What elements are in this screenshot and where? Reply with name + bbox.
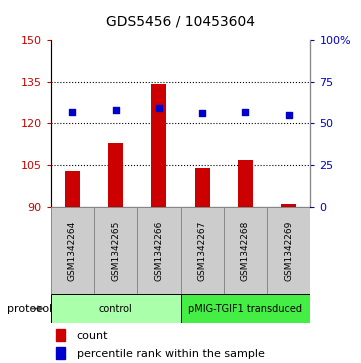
Point (199, 110, 205, 116)
Bar (238, 160, 253, 207)
Text: protocol: protocol (7, 303, 52, 314)
Bar (281, 204, 296, 207)
Text: pMIG-TGIF1 transduced: pMIG-TGIF1 transduced (188, 303, 303, 314)
Text: GSM1342269: GSM1342269 (284, 220, 293, 281)
Bar (151, 85, 166, 207)
Bar (56, 329, 65, 341)
Text: GDS5456 / 10453604: GDS5456 / 10453604 (106, 15, 255, 29)
Point (113, 107, 118, 113)
Text: GSM1342265: GSM1342265 (111, 220, 120, 281)
Bar (137, 207, 180, 294)
Point (286, 112, 292, 118)
Bar (65, 171, 80, 207)
Text: GSM1342264: GSM1342264 (68, 220, 77, 281)
Bar (180, 207, 224, 294)
Bar (51, 294, 180, 323)
Text: percentile rank within the sample: percentile rank within the sample (77, 349, 264, 359)
Point (69, 109, 75, 115)
Bar (224, 207, 267, 294)
Bar (94, 207, 137, 294)
Bar (51, 207, 94, 294)
Text: GSM1342266: GSM1342266 (155, 220, 163, 281)
Text: GSM1342267: GSM1342267 (198, 220, 206, 281)
Text: control: control (99, 303, 132, 314)
Text: GSM1342268: GSM1342268 (241, 220, 250, 281)
Bar (180, 294, 310, 323)
Bar (108, 143, 123, 207)
Point (156, 106, 162, 111)
Bar (195, 168, 210, 207)
Bar (267, 207, 310, 294)
Point (243, 109, 248, 115)
Text: count: count (77, 331, 108, 341)
Bar (56, 347, 65, 359)
